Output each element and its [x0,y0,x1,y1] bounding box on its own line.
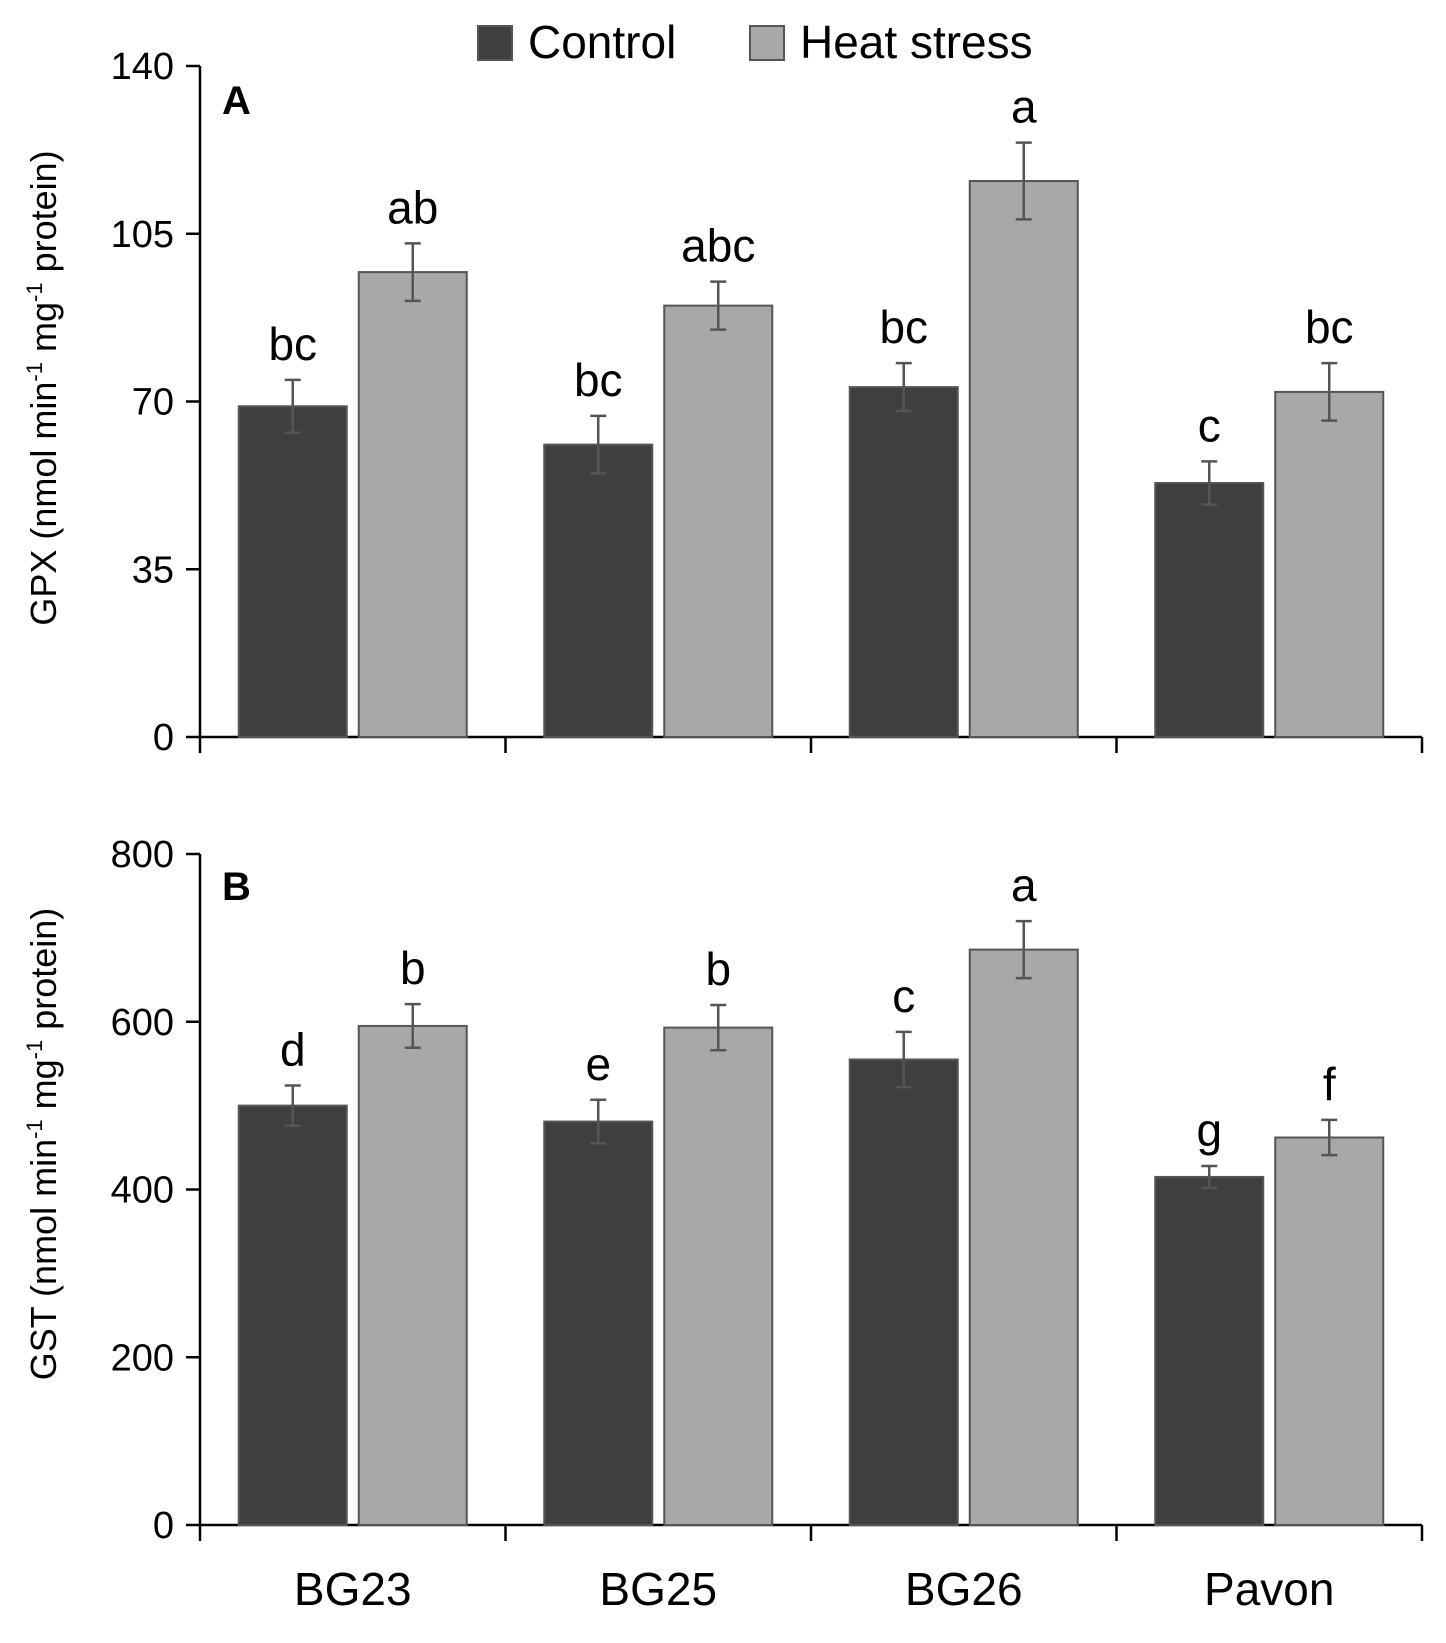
panel-b-y-tick-label: 600 [111,1002,174,1044]
panel-b-plot: 0 200 400 600 800 d b BG23 e b BG25 c a BG26 g f Pavon [111,834,1424,1615]
legend-swatch-heat-stress [749,25,785,61]
panel-b-bar-control-bg25 [543,1120,654,1527]
panel-a-y-tick-label: 35 [132,549,174,591]
panel-a-plot: 0 35 70 105 140 bc ab bc abc bc a c bc [111,46,1424,759]
panel-b-ylabel-mid: mg [23,1059,64,1119]
panel-b-significance-letter: e [585,1038,611,1090]
panel-a-significance-letter: bc [574,354,623,406]
panel-a-bar-control-bg23 [237,405,348,738]
panel-b-significance-letter: g [1196,1104,1222,1156]
panel-b-ylabel-post: protein) [23,908,64,1040]
panel-a-tag: A [222,79,251,123]
legend: Control Heat stress [477,16,1033,68]
panel-b-bar-control-pavon [1154,1175,1265,1526]
panel-a-significance-letter: bc [879,301,928,353]
panel-a-bar-heat-stress-bg25 [663,304,774,738]
x-category-label-bg26: BG26 [905,1563,1023,1615]
panel-b-significance-letter: d [280,1023,306,1075]
panel-a-significance-letter: ab [387,181,438,233]
panel-a-bar-heat-stress-bg26 [968,180,1079,738]
panel-a-significance-letter: c [1198,399,1221,451]
panel-a-ylabel-sup1: -1 [22,362,47,382]
panel-b-bar-heat-stress-bg26 [968,948,1079,1526]
panel-a-bar-heat-stress-bg23 [357,271,468,738]
panel-b-ylabel-pre: GST (nmol min [23,1139,64,1380]
panel-a-y-tick-label: 105 [111,214,174,256]
panel-a-bar-control-pavon [1154,481,1265,738]
panel-b-significance-letter: a [1011,859,1037,911]
panel-a-significance-letter: a [1011,81,1037,133]
panel-a-ylabel-post: protein) [23,150,64,282]
panel-b-y-tick-label: 0 [153,1505,174,1547]
panel-b-significance-letter: b [400,942,426,994]
panel-a-ylabel: GPX (nmol min-1 mg-1 protein) [22,150,64,625]
panel-a-ylabel-pre: GPX (nmol min [23,382,64,626]
legend-label-heat-stress: Heat stress [800,16,1033,68]
panel-a-significance-letter: abc [681,220,755,272]
panel-a-y-tick-label: 140 [111,46,174,88]
panel-a-bar-heat-stress-pavon [1274,390,1385,738]
legend-label-control: Control [528,16,676,68]
panel-b-ylabel-sup2: -1 [22,1040,47,1060]
panel-b-bar-heat-stress-bg25 [663,1026,774,1526]
x-category-label-bg25: BG25 [599,1563,717,1615]
panel-b-bar-control-bg23 [237,1104,348,1526]
panel-b-ylabel: GST (nmol min-1 mg-1 protein) [22,908,64,1381]
panel-b-significance-letter: f [1323,1058,1336,1110]
panel-a-y-tick-label: 70 [132,382,174,424]
panel-a-ylabel-sup2: -1 [22,282,47,302]
panel-a-ylabel-mid: mg [23,302,64,362]
panel-a-significance-letter: bc [268,318,317,370]
panel-a-y-tick-label: 0 [153,717,174,759]
panel-b-y-tick-label: 200 [111,1337,174,1379]
panel-b-y-tick-label: 800 [111,834,174,876]
panel-b-bar-heat-stress-pavon [1274,1136,1385,1527]
panel-b-significance-letter: c [892,970,915,1022]
x-category-label-pavon: Pavon [1204,1563,1334,1615]
panel-a-bar-control-bg26 [848,386,959,738]
panel-b-ylabel-sup1: -1 [22,1119,47,1139]
legend-swatch-control [477,25,513,61]
panel-b-bar-heat-stress-bg23 [357,1024,468,1526]
x-category-label-bg23: BG23 [294,1563,412,1615]
panel-b-significance-letter: b [705,943,731,995]
panel-a-significance-letter: bc [1305,301,1354,353]
panel-b-bar-control-bg26 [848,1058,959,1527]
panel-b-tag: B [222,865,251,909]
panel-b-y-tick-label: 400 [111,1170,174,1212]
panel-a-bar-control-bg25 [543,443,654,738]
